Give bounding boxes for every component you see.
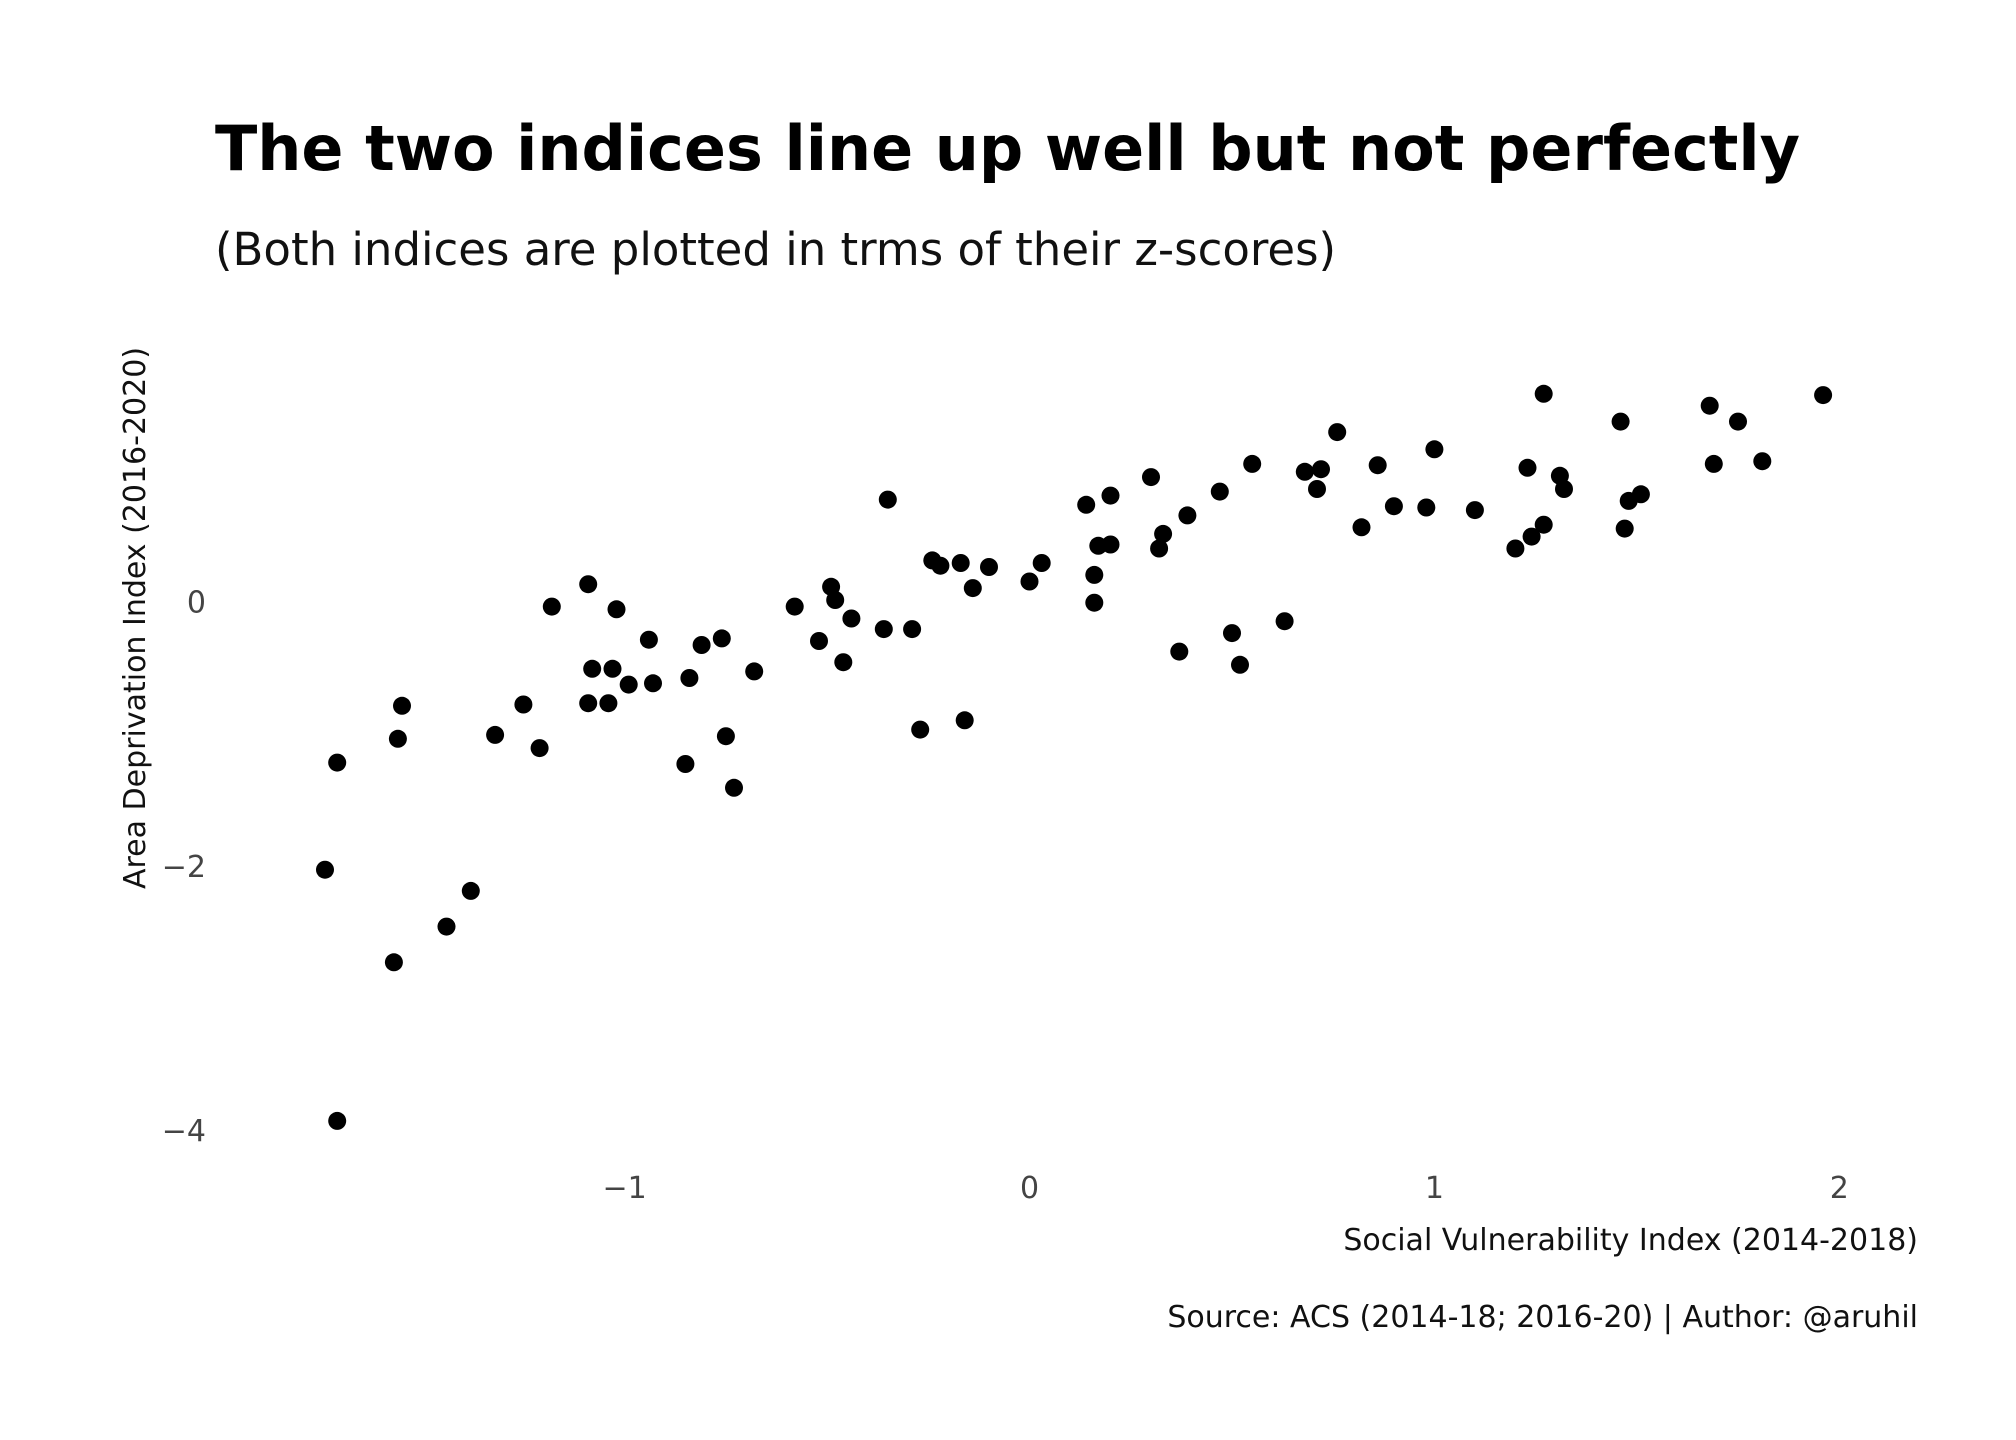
data-point-50 — [1101, 486, 1120, 505]
data-point-26 — [725, 778, 743, 797]
data-point-32 — [834, 653, 853, 672]
data-point-63 — [1308, 480, 1326, 498]
data-point-5 — [384, 953, 403, 972]
data-point-12 — [579, 575, 598, 594]
data-point-45 — [1032, 554, 1051, 572]
data-point-36 — [903, 620, 922, 639]
x-tick-label: 2 — [1830, 1171, 1849, 1206]
data-point-67 — [1368, 456, 1387, 475]
data-point-14 — [579, 694, 598, 713]
data-point-29 — [810, 632, 828, 650]
data-point-2 — [328, 1111, 347, 1130]
y-tick-label: 0 — [187, 585, 206, 620]
data-point-4 — [393, 696, 411, 715]
data-point-62 — [1295, 462, 1314, 481]
x-axis-label: Social Vulnerability Index (2014-2018) — [1343, 1223, 1918, 1258]
data-point-13 — [583, 659, 602, 678]
data-point-19 — [639, 630, 658, 649]
data-point-78 — [1555, 480, 1573, 498]
data-point-23 — [692, 636, 711, 654]
data-point-79 — [1611, 412, 1630, 431]
data-point-56 — [1178, 506, 1197, 525]
data-point-7 — [461, 881, 480, 900]
y-axis-label: Area Deprivation Index (2016-2020) — [118, 347, 153, 889]
data-point-39 — [931, 556, 950, 575]
data-point-42 — [963, 579, 982, 598]
data-point-22 — [676, 755, 695, 773]
data-point-21 — [680, 669, 699, 687]
data-point-48 — [1085, 593, 1104, 612]
data-point-10 — [530, 739, 549, 758]
data-point-68 — [1384, 497, 1403, 516]
points-layer — [316, 384, 1833, 1130]
data-point-1 — [328, 753, 347, 772]
data-point-33 — [842, 609, 861, 628]
data-point-71 — [1465, 501, 1484, 520]
data-point-3 — [388, 729, 407, 748]
data-point-73 — [1518, 458, 1537, 477]
data-point-31 — [826, 591, 845, 609]
data-point-76 — [1534, 515, 1553, 534]
data-point-0 — [316, 860, 334, 879]
data-point-70 — [1425, 440, 1444, 459]
data-point-17 — [607, 600, 626, 619]
data-point-74 — [1522, 527, 1541, 546]
y-tick-label: −2 — [162, 850, 206, 885]
x-tick-label: −1 — [602, 1171, 646, 1206]
data-point-84 — [1704, 454, 1723, 473]
data-point-82 — [1631, 485, 1650, 504]
x-tick-label: 0 — [1020, 1171, 1039, 1206]
data-point-61 — [1275, 612, 1294, 631]
data-point-20 — [644, 674, 662, 693]
data-point-25 — [716, 727, 735, 746]
data-point-27 — [745, 662, 764, 681]
chart-caption: Source: ACS (2014-18; 2016-20) | Author:… — [1167, 1300, 1918, 1335]
data-point-35 — [878, 490, 897, 509]
x-axis-ticks: −1 0 1 2 — [602, 1171, 1848, 1206]
x-tick-label: 1 — [1425, 1171, 1444, 1206]
data-point-59 — [1231, 655, 1249, 674]
data-point-86 — [1753, 452, 1772, 471]
data-point-40 — [951, 554, 970, 572]
y-axis-ticks: −4 −2 0 — [162, 585, 206, 1149]
data-point-16 — [603, 659, 622, 678]
chart-title: The two indices line up well but not per… — [215, 112, 1800, 185]
data-point-85 — [1729, 412, 1747, 431]
data-point-28 — [785, 597, 804, 616]
data-point-54 — [1154, 524, 1173, 543]
data-point-11 — [542, 597, 561, 616]
data-point-43 — [980, 558, 998, 576]
data-point-58 — [1223, 624, 1241, 643]
data-point-37 — [911, 720, 930, 739]
data-point-24 — [712, 629, 731, 648]
data-point-51 — [1101, 535, 1120, 554]
data-point-9 — [514, 695, 533, 714]
chart-subtitle: (Both indices are plotted in trms of the… — [215, 223, 1336, 276]
data-point-41 — [955, 711, 974, 730]
data-point-57 — [1210, 482, 1229, 501]
data-point-8 — [486, 725, 505, 744]
data-point-64 — [1312, 460, 1330, 479]
data-point-65 — [1328, 423, 1347, 442]
data-point-47 — [1085, 565, 1104, 584]
data-point-83 — [1700, 396, 1719, 415]
data-point-60 — [1243, 454, 1262, 473]
data-point-72 — [1506, 539, 1525, 558]
data-point-66 — [1352, 518, 1371, 537]
data-point-46 — [1077, 495, 1096, 514]
data-point-69 — [1417, 498, 1436, 517]
data-point-87 — [1814, 386, 1833, 405]
data-point-18 — [619, 675, 638, 694]
data-point-34 — [874, 620, 893, 639]
data-point-6 — [437, 917, 456, 936]
data-point-53 — [1150, 539, 1169, 558]
data-point-75 — [1534, 384, 1553, 403]
data-point-80 — [1615, 519, 1634, 538]
data-point-55 — [1170, 642, 1189, 661]
data-point-52 — [1142, 468, 1160, 487]
y-tick-label: −4 — [162, 1114, 206, 1149]
data-point-44 — [1020, 572, 1039, 591]
data-point-15 — [599, 694, 618, 713]
